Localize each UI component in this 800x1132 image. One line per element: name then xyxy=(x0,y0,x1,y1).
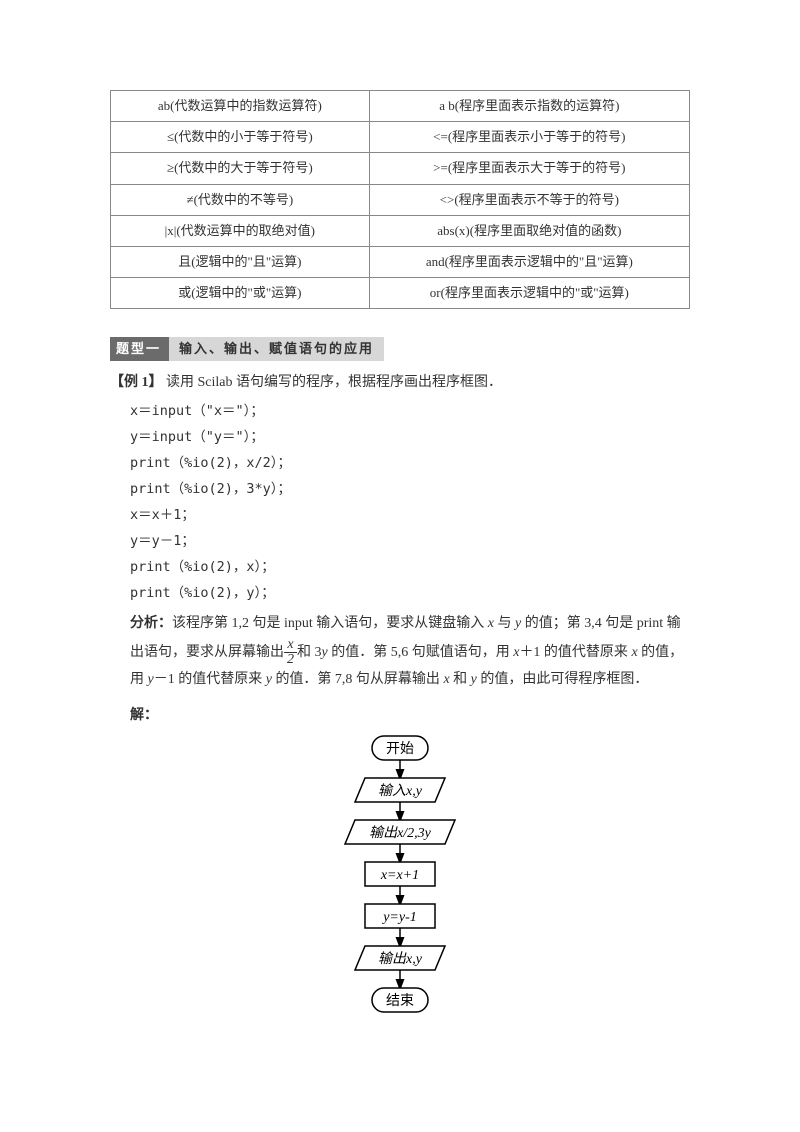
table-cell: and(程序里面表示逻辑中的"且"运算) xyxy=(369,246,689,277)
code-line: x＝x＋1； xyxy=(130,503,690,523)
table-row: ≤(代数中的小于等于符号)<=(程序里面表示小于等于的符号) xyxy=(111,122,690,153)
table-cell: ≠(代数中的不等号) xyxy=(111,184,370,215)
example-label: 【例 1】 xyxy=(110,375,163,390)
symbol-table: ab(代数运算中的指数运算符)a b(程序里面表示指数的运算符)≤(代数中的小于… xyxy=(110,90,690,309)
svg-text:输出x,y: 输出x,y xyxy=(378,951,423,967)
solution-label: 解： xyxy=(130,704,690,724)
table-cell: ≥(代数中的大于等于符号) xyxy=(111,153,370,184)
code-line: y＝input（"y＝"）； xyxy=(130,425,690,445)
table-cell: abs(x)(程序里面取绝对值的函数) xyxy=(369,215,689,246)
section-header: 题型一输入、输出、赋值语句的应用 xyxy=(110,337,690,361)
svg-text:结束: 结束 xyxy=(386,993,414,1009)
table-cell: <>(程序里面表示不等于的符号) xyxy=(369,184,689,215)
code-line: print（%io(2)，x/2）； xyxy=(130,451,690,471)
table-cell: >=(程序里面表示大于等于的符号) xyxy=(369,153,689,184)
table-row: ≥(代数中的大于等于符号)>=(程序里面表示大于等于的符号) xyxy=(111,153,690,184)
table-cell: 且(逻辑中的"且"运算) xyxy=(111,246,370,277)
code-line: y＝y－1； xyxy=(130,529,690,549)
svg-text:输入x,y: 输入x,y xyxy=(378,783,423,799)
section-badge: 题型一 xyxy=(110,337,169,361)
table-row: ≠(代数中的不等号)<>(程序里面表示不等于的符号) xyxy=(111,184,690,215)
table-cell: a b(程序里面表示指数的运算符) xyxy=(369,91,689,122)
table-cell: ab(代数运算中的指数运算符) xyxy=(111,91,370,122)
table-cell: ≤(代数中的小于等于符号) xyxy=(111,122,370,153)
analysis-label: 分析： xyxy=(130,616,172,631)
svg-text:开始: 开始 xyxy=(386,741,414,757)
code-line: x＝input（"x＝"）； xyxy=(130,399,690,419)
table-cell: |x|(代数运算中的取绝对值) xyxy=(111,215,370,246)
svg-text:输出x/2,3y: 输出x/2,3y xyxy=(369,825,432,841)
table-row: 且(逻辑中的"且"运算)and(程序里面表示逻辑中的"且"运算) xyxy=(111,246,690,277)
code-block: x＝input（"x＝"）； y＝input（"y＝"）； print（%io(2)… xyxy=(130,399,690,601)
table-cell: or(程序里面表示逻辑中的"或"运算) xyxy=(369,278,689,309)
table-row: |x|(代数运算中的取绝对值)abs(x)(程序里面取绝对值的函数) xyxy=(111,215,690,246)
table-cell: 或(逻辑中的"或"运算) xyxy=(111,278,370,309)
svg-text:x=x+1: x=x+1 xyxy=(380,868,419,883)
example-prompt: 【例 1】 读用 Scilab 语句编写的程序，根据程序画出程序框图． xyxy=(110,371,690,391)
analysis-paragraph: 分析：该程序第 1,2 句是 input 输入语句，要求从键盘输入 x 与 y … xyxy=(130,611,690,693)
example-text: 读用 Scilab 语句编写的程序，根据程序画出程序框图． xyxy=(166,375,502,390)
analysis-body: 该程序第 1,2 句是 input 输入语句，要求从键盘输入 x 与 y 的值；… xyxy=(130,616,683,687)
table-row: ab(代数运算中的指数运算符)a b(程序里面表示指数的运算符) xyxy=(111,91,690,122)
table-cell: <=(程序里面表示小于等于的符号) xyxy=(369,122,689,153)
code-line: print（%io(2)，x）； xyxy=(130,555,690,575)
section-title: 输入、输出、赋值语句的应用 xyxy=(169,337,384,361)
table-row: 或(逻辑中的"或"运算)or(程序里面表示逻辑中的"或"运算) xyxy=(111,278,690,309)
code-line: print（%io(2)，y）； xyxy=(130,581,690,601)
svg-text:y=y-1: y=y-1 xyxy=(381,910,417,925)
code-line: print（%io(2)，3*y）； xyxy=(130,477,690,497)
flowchart: 开始输入x,y 输出x/2,3y x=x+1 y=y-1 输出x,y 结束 xyxy=(110,732,690,1047)
